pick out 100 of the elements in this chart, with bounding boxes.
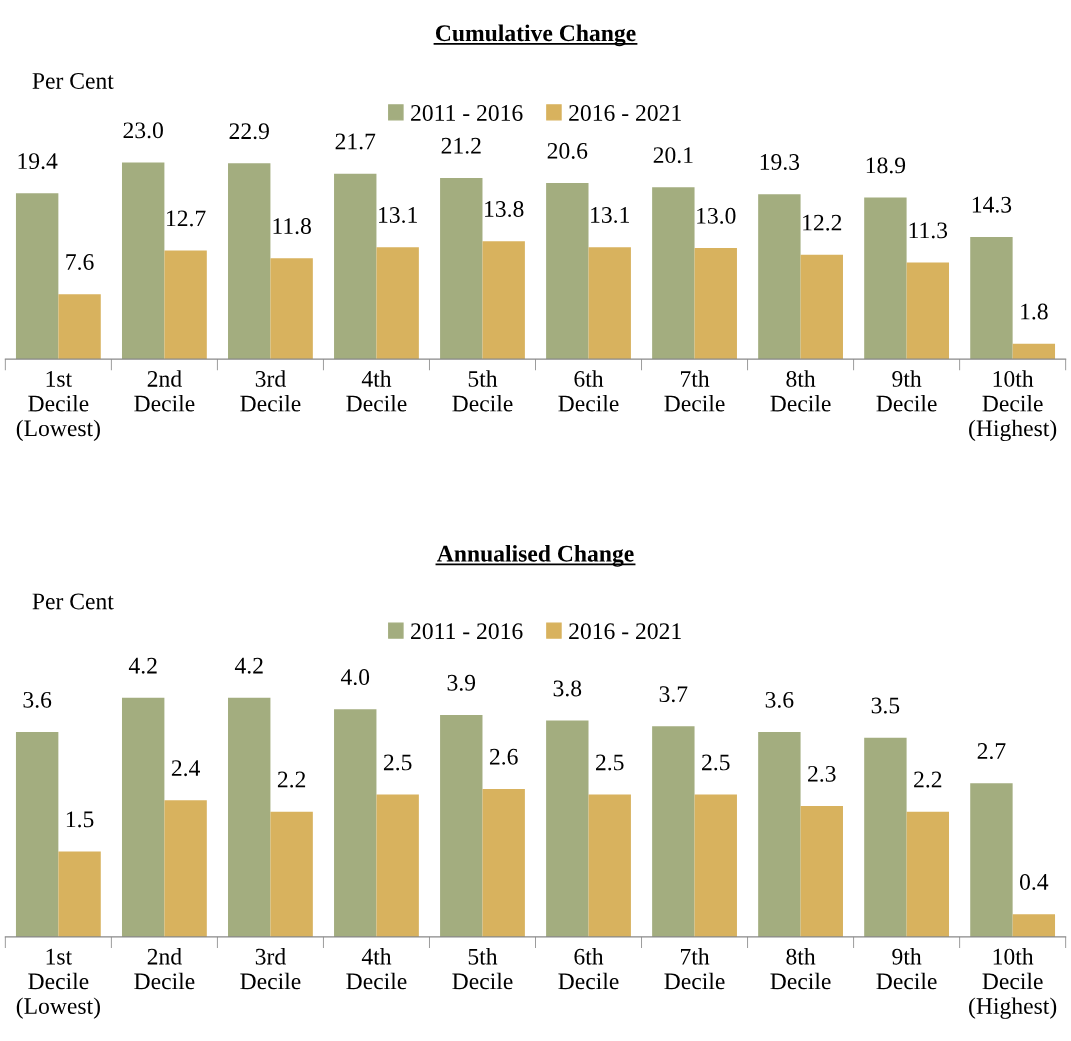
x-tick-label: 2nd Decile: [134, 948, 195, 990]
x-tick-label: 6th Decile: [558, 948, 619, 990]
data-label: 4.2: [128, 657, 157, 674]
x-tick-label: 8th Decile: [770, 948, 831, 990]
x-tick-label: 1st Decile (Lowest): [16, 948, 100, 1019]
x-tick-label: 4th Decile: [346, 948, 407, 990]
chart-title: Annualised Change: [437, 545, 634, 567]
data-label: 18.9: [866, 157, 906, 174]
legend-label: 2016 - 2021: [569, 623, 681, 640]
bar: [334, 709, 377, 937]
x-tick-label: 5th Decile: [452, 370, 513, 412]
data-label: 20.1: [653, 147, 693, 164]
bar: [58, 851, 101, 937]
data-label: 3.9: [447, 674, 476, 691]
bar: [15, 732, 59, 937]
bar: [546, 183, 589, 360]
bar: [652, 187, 695, 360]
bar: [694, 248, 737, 360]
data-label: 2.4: [171, 760, 200, 777]
bar: [1012, 914, 1056, 937]
data-label: 11.3: [909, 222, 948, 239]
data-label: 1.5: [66, 811, 94, 828]
x-tick-label: 3rd Decile: [240, 370, 301, 412]
bar: [334, 173, 377, 360]
data-label: 13.1: [379, 207, 417, 224]
data-label: 2.6: [489, 748, 518, 765]
bar: [228, 163, 271, 360]
bar: [121, 162, 165, 360]
x-tick-label: 8th Decile: [770, 370, 831, 412]
data-label: 13.8: [485, 200, 524, 218]
data-label: 21.7: [335, 133, 376, 150]
data-label: 1.8: [1021, 303, 1048, 320]
data-label: 22.9: [229, 123, 269, 140]
x-tick-label: 2nd Decile: [134, 370, 195, 412]
bar: [482, 788, 525, 937]
data-label: 20.6: [547, 142, 588, 159]
bar: [15, 193, 59, 360]
bar: [1012, 343, 1056, 360]
bar: [800, 805, 843, 937]
data-label: 13.0: [697, 207, 736, 224]
bar: [440, 714, 483, 937]
legend-label: 2016 - 2021: [569, 105, 681, 121]
bar: [970, 236, 1013, 360]
x-tick-label: 7th Decile: [664, 948, 725, 990]
data-label: 19.3: [760, 154, 800, 171]
chart-title: Cumulative Change: [435, 24, 636, 47]
data-label: 2.5: [596, 754, 624, 771]
bar: [970, 783, 1013, 937]
bar: [864, 737, 907, 937]
data-label: 14.3: [972, 196, 1012, 213]
data-label: 23.0: [123, 122, 163, 139]
bar: [376, 247, 419, 360]
data-label: 2.5: [383, 754, 412, 771]
bar: [588, 247, 631, 360]
bar: [694, 794, 737, 937]
bar: [800, 254, 843, 360]
bar: [864, 197, 907, 360]
y-axis-title: Per Cent: [32, 593, 114, 610]
data-label: 12.7: [167, 210, 206, 227]
bar: [58, 294, 101, 360]
data-label: 3.6: [23, 691, 52, 708]
bar: [270, 258, 313, 360]
x-tick-label: 10th Decile (Highest): [969, 370, 1057, 442]
bar: [906, 811, 950, 937]
data-label: 3.5: [871, 697, 900, 714]
data-label: 0.4: [1019, 873, 1049, 890]
data-label: 11.8: [273, 218, 311, 235]
x-tick-label: 6th Decile: [558, 370, 619, 412]
data-label: 21.2: [441, 137, 481, 154]
x-tick-label: 3rd Decile: [240, 948, 301, 990]
bar: [228, 697, 271, 937]
x-tick-label: 5th Decile: [452, 948, 513, 990]
bar: [440, 177, 483, 360]
data-label: 19.4: [18, 153, 58, 170]
data-label: 2.2: [277, 771, 306, 788]
bar: [164, 250, 207, 360]
data-label: 3.8: [553, 680, 582, 697]
bar: [121, 697, 165, 937]
data-label: 2.2: [914, 771, 942, 788]
data-label: 4.0: [340, 669, 370, 686]
data-label: 2.5: [702, 754, 730, 771]
bar: [482, 241, 525, 360]
bar: [270, 811, 313, 937]
data-label: 4.2: [234, 657, 263, 674]
data-label: 13.1: [591, 207, 629, 224]
legend-label: 2011 - 2016: [411, 623, 523, 640]
bar: [758, 732, 801, 937]
x-tick-label: 1st Decile (Lowest): [16, 371, 100, 442]
x-tick-label: 10th Decile (Highest): [969, 948, 1057, 1019]
x-tick-label: 7th Decile: [664, 370, 725, 412]
bar: [376, 794, 419, 937]
legend-label: 2011 - 2016: [411, 105, 523, 121]
y-axis-title: Per Cent: [32, 73, 114, 89]
bar: [164, 800, 207, 937]
bar: [758, 194, 801, 360]
bar: [588, 794, 631, 937]
data-label: 3.7: [659, 686, 688, 703]
bar: [546, 720, 589, 937]
bar: [906, 262, 950, 360]
x-tick-label: 9th Decile: [876, 948, 937, 990]
